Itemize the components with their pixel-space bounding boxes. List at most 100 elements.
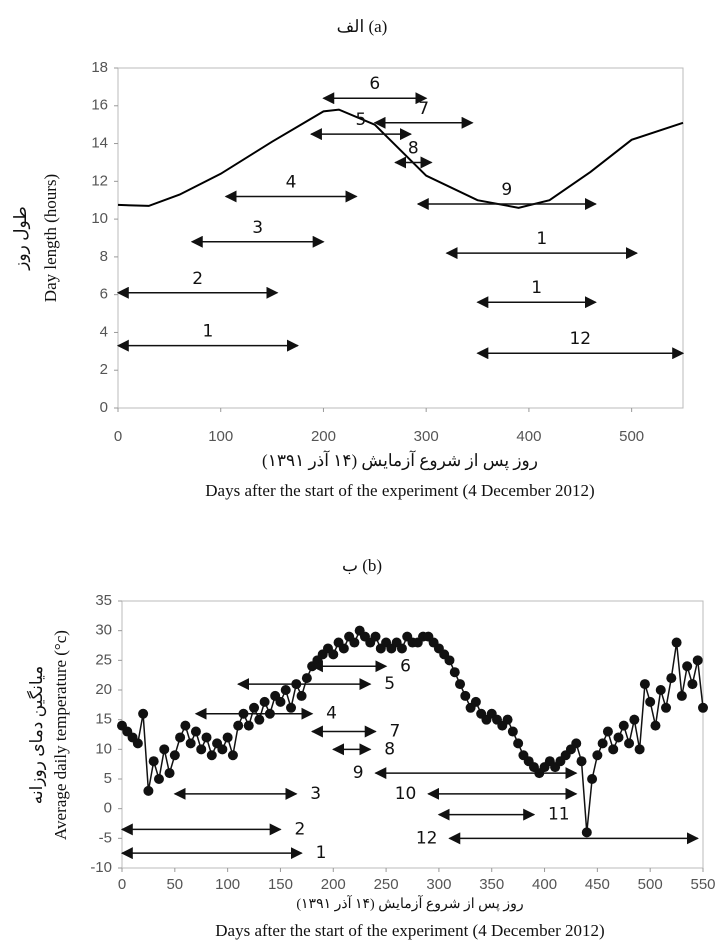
x-tick-label: 300 xyxy=(426,876,451,893)
x-tick-label: 0 xyxy=(118,876,126,893)
y-tick-label: 5 xyxy=(104,770,112,787)
data-point xyxy=(196,744,207,755)
x-tick-label: 100 xyxy=(215,876,240,893)
x-tick-label: 250 xyxy=(374,876,399,893)
data-point xyxy=(692,655,703,666)
data-point xyxy=(624,738,635,749)
interval-label: 12 xyxy=(416,828,438,848)
data-point xyxy=(698,702,708,713)
y-tick-label: 35 xyxy=(95,592,112,609)
interval-label: 10 xyxy=(395,784,417,804)
y-tick-label: 0 xyxy=(100,399,108,416)
data-point xyxy=(180,720,191,731)
interval-label: 1 xyxy=(536,229,547,249)
data-point xyxy=(190,726,201,737)
interval-label: 5 xyxy=(384,674,395,694)
y-tick-label: 16 xyxy=(91,97,108,114)
interval-label: 8 xyxy=(408,138,419,158)
data-point xyxy=(227,750,238,761)
data-point xyxy=(201,732,212,743)
x-axis-label-fa: روز پس از شروع آزمایش (۱۴ آذر ۱۳۹۱) xyxy=(296,894,523,912)
data-point xyxy=(470,696,481,707)
y-tick-label: 14 xyxy=(91,135,108,152)
interval-label: 6 xyxy=(369,74,380,94)
interval-label: 7 xyxy=(418,99,429,119)
data-point xyxy=(682,661,693,672)
interval-label: 12 xyxy=(569,329,591,349)
x-tick-label: 400 xyxy=(532,876,557,893)
x-tick-label: 550 xyxy=(690,876,715,893)
data-point xyxy=(587,774,598,784)
data-point xyxy=(608,744,619,755)
chart-title: الف (a) xyxy=(337,17,388,36)
x-axis-label-fa: روز پس از شروع آزمایش (۱۴ آذر ۱۳۹۱) xyxy=(262,449,538,471)
data-point xyxy=(206,750,217,761)
data-point xyxy=(444,655,455,666)
y-axis-label: Day length (hours) xyxy=(41,174,60,302)
data-point xyxy=(592,750,603,761)
data-point xyxy=(222,732,233,743)
interval-label: 11 xyxy=(548,805,570,825)
data-point xyxy=(185,738,196,749)
data-point xyxy=(676,690,687,701)
data-point xyxy=(602,726,613,737)
data-point xyxy=(148,756,159,767)
interval-label: 4 xyxy=(286,172,297,192)
y-axis-label: Average daily temperature (°c) xyxy=(51,630,70,840)
x-tick-label: 0 xyxy=(114,428,122,445)
data-point xyxy=(328,649,339,660)
data-point xyxy=(455,679,466,690)
y-axis-label-fa: طول روز xyxy=(11,206,31,271)
y-tick-label: 8 xyxy=(100,248,108,265)
interval-label: 3 xyxy=(310,784,321,804)
y-tick-label: 2 xyxy=(100,361,108,378)
interval-label: 3 xyxy=(252,218,263,238)
data-point xyxy=(254,714,265,725)
data-point xyxy=(259,696,270,707)
interval-label: 9 xyxy=(501,180,512,200)
data-point xyxy=(159,744,170,755)
x-tick-label: 150 xyxy=(268,876,293,893)
data-point xyxy=(639,679,650,690)
data-point xyxy=(169,750,180,761)
interval-label: 7 xyxy=(390,722,401,742)
data-point xyxy=(576,756,587,767)
data-point xyxy=(153,774,164,784)
y-tick-label: 10 xyxy=(91,210,108,227)
interval-label: 1 xyxy=(316,843,327,863)
y-tick-label: 20 xyxy=(95,681,112,698)
x-tick-label: 200 xyxy=(311,428,336,445)
x-tick-label: 400 xyxy=(516,428,541,445)
data-point xyxy=(513,738,524,749)
data-point xyxy=(349,637,360,648)
x-tick-label: 100 xyxy=(208,428,233,445)
x-tick-label: 350 xyxy=(479,876,504,893)
y-tick-label: 30 xyxy=(95,622,112,639)
data-point xyxy=(338,643,349,654)
data-point xyxy=(296,690,307,701)
data-point xyxy=(243,720,254,731)
data-point xyxy=(502,714,513,725)
data-point xyxy=(650,720,661,731)
data-point xyxy=(164,768,175,779)
data-point xyxy=(396,643,407,654)
y-axis-label-fa: میانگین دمای روزانه xyxy=(26,666,47,804)
data-point xyxy=(143,785,154,796)
interval-label: 9 xyxy=(353,763,364,783)
interval-label: 8 xyxy=(384,739,395,759)
x-axis-label: Days after the start of the experiment (… xyxy=(215,921,604,940)
data-point xyxy=(571,738,582,749)
x-tick-label: 500 xyxy=(638,876,663,893)
data-point xyxy=(629,714,640,725)
data-point xyxy=(280,685,291,695)
y-tick-label: 12 xyxy=(91,172,108,189)
data-point xyxy=(138,708,149,719)
interval-label: 4 xyxy=(326,704,337,724)
data-point xyxy=(175,732,186,743)
y-tick-label: 6 xyxy=(100,286,108,303)
y-tick-label: -10 xyxy=(90,859,112,876)
data-point xyxy=(301,673,312,684)
x-tick-label: 500 xyxy=(619,428,644,445)
x-tick-label: 450 xyxy=(585,876,610,893)
